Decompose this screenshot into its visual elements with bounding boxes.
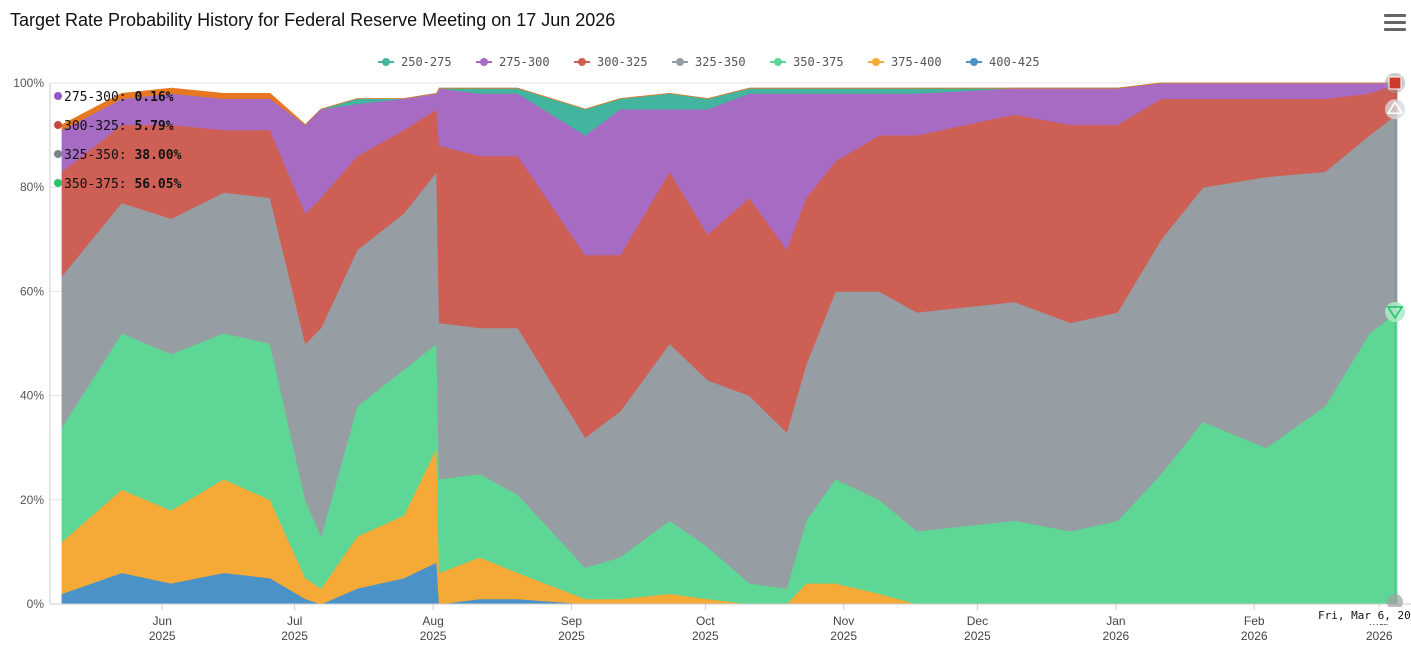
x-tick-month: Jun [153, 614, 172, 628]
legend-marker [676, 58, 684, 66]
x-tick-month: Aug [422, 614, 443, 628]
tooltip-row: 275-300: 0.16% [64, 90, 174, 105]
x-tick-year: 2026 [1103, 629, 1130, 643]
y-tick-label: 60% [20, 284, 44, 298]
legend-marker [872, 58, 880, 66]
x-tick-year: 2025 [558, 629, 585, 643]
legend-item-400-425[interactable]: 400-425 [966, 55, 1040, 69]
tooltip-dot [54, 179, 62, 187]
legend-label: 400-425 [989, 55, 1040, 69]
tooltip-dot [54, 121, 62, 129]
x-tick-month: Oct [696, 614, 715, 628]
series-areas [61, 82, 1398, 605]
legend-marker [480, 58, 488, 66]
x-tick-month: Nov [833, 614, 854, 628]
tooltip-row: 300-325: 5.79% [64, 119, 174, 134]
legend-marker [970, 58, 978, 66]
legend-label: 250-275 [401, 55, 452, 69]
x-tick-month: Dec [967, 614, 988, 628]
x-tick-year: 2026 [1241, 629, 1268, 643]
marker-325-350-ring [1385, 99, 1405, 120]
legend: 250-275 275-300 300-325 325-350 350-375 375-4… [378, 55, 1040, 69]
y-tick-label: 20% [20, 493, 44, 507]
tooltip-row: 350-375: 56.05% [64, 177, 182, 192]
chart-title: Target Rate Probability History for Fede… [10, 10, 616, 30]
legend-item-375-400[interactable]: 375-400 [868, 55, 942, 69]
legend-marker [382, 58, 390, 66]
x-tick-year: 2025 [420, 629, 447, 643]
legend-label: 325-350 [695, 55, 746, 69]
tooltip-row: 325-350: 38.00% [64, 148, 182, 163]
hamburger-menu-icon[interactable] [1384, 14, 1406, 32]
axes: 0%20%40%60%80%100%Jun2025Jul2025Aug2025S… [13, 76, 1411, 643]
y-tick-label: 80% [20, 180, 44, 194]
x-tick-year: 2025 [149, 629, 176, 643]
marker-350-375-triangle [1386, 306, 1404, 320]
y-tick-label: 100% [13, 76, 44, 90]
x-tick-year: 2025 [281, 629, 308, 643]
x-tick-year: 2025 [964, 629, 991, 643]
x-tick-year: 2026 [1366, 629, 1393, 643]
legend-label: 275-300 [499, 55, 550, 69]
legend-item-250-275[interactable]: 250-275 [378, 55, 452, 69]
tooltip: 275-300: 0.16% 300-325: 5.79% 325-350: 38.… [54, 90, 182, 192]
tooltip-dot [54, 92, 62, 100]
hover-date-label: Fri, Mar 6, 2026 [1312, 607, 1411, 624]
x-tick-year: 2025 [830, 629, 857, 643]
y-tick-label: 40% [20, 389, 44, 403]
legend-item-275-300[interactable]: 275-300 [476, 55, 550, 69]
legend-label: 300-325 [597, 55, 648, 69]
legend-marker [578, 58, 586, 66]
legend-item-325-350[interactable]: 325-350 [672, 55, 746, 69]
tooltip-dot [54, 150, 62, 158]
legend-item-300-325[interactable]: 300-325 [574, 55, 648, 69]
legend-label: 375-400 [891, 55, 942, 69]
series-area-200-250 [61, 82, 1398, 131]
x-tick-month: Jan [1106, 614, 1125, 628]
marker-400-425-ring [1387, 594, 1403, 610]
y-tick-label: 0% [27, 597, 45, 611]
legend-marker [774, 58, 782, 66]
x-tick-month: Feb [1244, 614, 1265, 628]
x-tick-month: Jul [287, 614, 302, 628]
marker-325-350-triangle [1386, 100, 1404, 115]
legend-label: 350-375 [793, 55, 844, 69]
hover-markers [1385, 73, 1405, 610]
marker-300-325-square [1388, 76, 1402, 90]
legend-item-350-375[interactable]: 350-375 [770, 55, 844, 69]
x-tick-year: 2025 [692, 629, 719, 643]
x-tick-month: Sep [561, 614, 583, 628]
